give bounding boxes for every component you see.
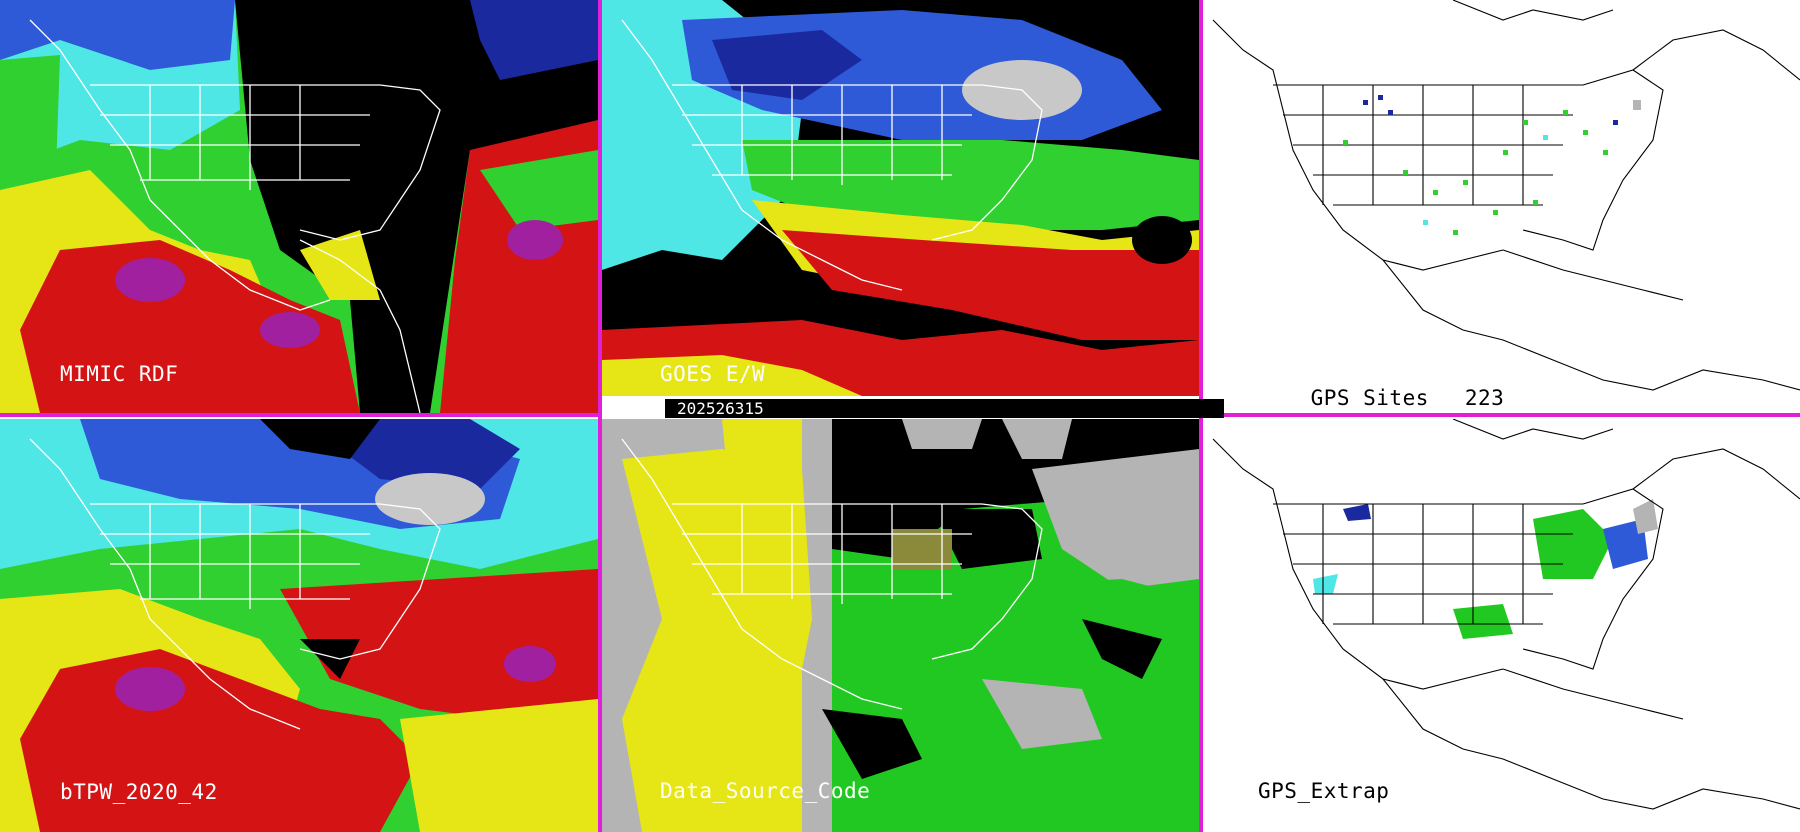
mimic-label: MIMIC RDF — [60, 362, 179, 386]
gps-extrap-panel: GPS_Extrap — [1203, 419, 1800, 832]
gps-sites-panel: GPS Sites 223 — [1203, 0, 1800, 413]
btpw-label: bTPW_2020_42 — [60, 780, 218, 804]
horizontal-divider-left — [0, 413, 598, 417]
goes-panel: GOES E/W — [602, 0, 1199, 396]
goes-label: GOES E/W — [660, 362, 766, 386]
btpw-panel: bTPW_2020_42 — [0, 419, 598, 832]
data-source-label: Data_Source_Code — [660, 779, 871, 803]
horizontal-divider-right — [1203, 413, 1800, 417]
vertical-divider-left — [598, 0, 602, 832]
mimic-map — [0, 0, 598, 413]
timestamp-bar: 202526315 — [665, 399, 1224, 418]
gps-sites-title: GPS Sites — [1310, 386, 1429, 410]
gps-sites-label: GPS Sites 223 — [1258, 362, 1504, 413]
goes-map — [602, 0, 1199, 396]
mimic-panel: MIMIC RDF — [0, 0, 598, 413]
gps-site-markers — [1343, 95, 1641, 235]
data-source-map — [602, 419, 1199, 832]
timestamp: 202526315 — [677, 399, 764, 418]
gps-extrap-map — [1203, 419, 1800, 832]
gps-extrap-label: GPS_Extrap — [1258, 779, 1390, 803]
gps-sites-count: 223 — [1464, 386, 1505, 410]
btpw-map — [0, 419, 598, 832]
gps-sites-map — [1203, 0, 1800, 413]
data-source-panel: Data_Source_Code — [602, 419, 1199, 832]
